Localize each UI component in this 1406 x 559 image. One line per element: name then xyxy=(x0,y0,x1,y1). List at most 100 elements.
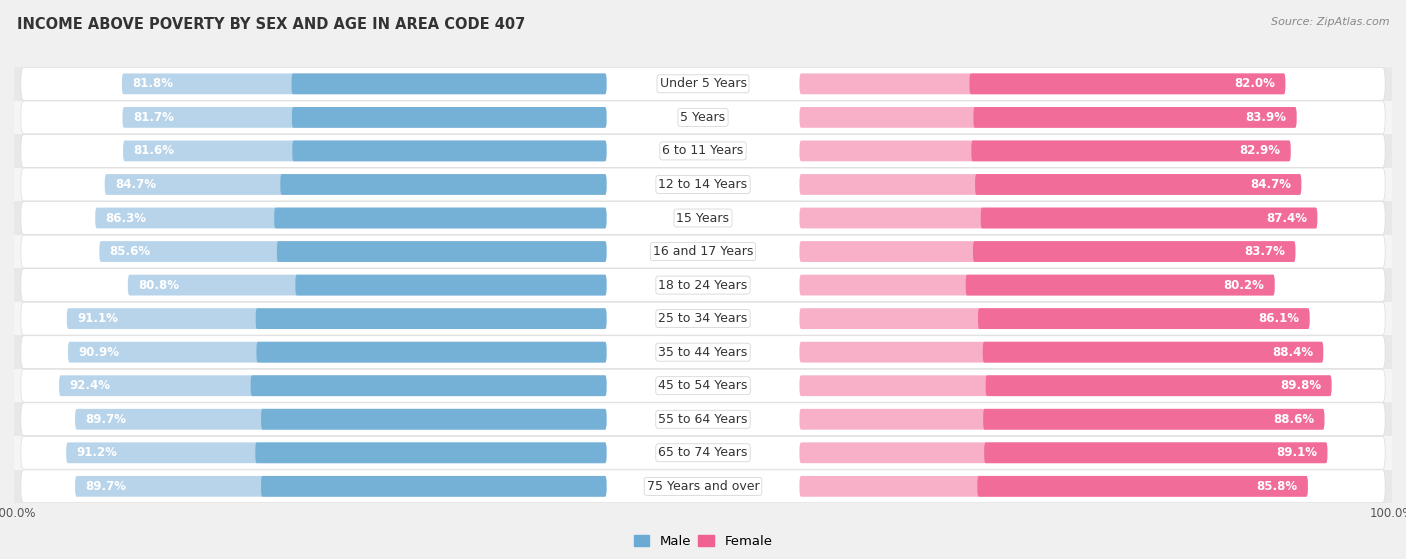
FancyBboxPatch shape xyxy=(21,235,1385,268)
Text: 25 to 34 Years: 25 to 34 Years xyxy=(658,312,748,325)
FancyBboxPatch shape xyxy=(75,409,606,430)
Text: Under 5 Years: Under 5 Years xyxy=(659,77,747,91)
FancyBboxPatch shape xyxy=(800,342,1323,363)
Text: 91.1%: 91.1% xyxy=(77,312,118,325)
Text: 5 Years: 5 Years xyxy=(681,111,725,124)
FancyBboxPatch shape xyxy=(21,302,1385,335)
Text: 16 and 17 Years: 16 and 17 Years xyxy=(652,245,754,258)
Text: 89.7%: 89.7% xyxy=(86,413,127,426)
FancyBboxPatch shape xyxy=(277,241,606,262)
FancyBboxPatch shape xyxy=(983,409,1324,430)
Bar xyxy=(14,436,1392,470)
Text: 86.3%: 86.3% xyxy=(105,211,146,225)
FancyBboxPatch shape xyxy=(800,73,1285,94)
Text: 89.7%: 89.7% xyxy=(86,480,127,493)
Bar xyxy=(14,402,1392,436)
FancyBboxPatch shape xyxy=(21,101,1385,134)
FancyBboxPatch shape xyxy=(124,140,606,162)
Text: 92.4%: 92.4% xyxy=(69,379,111,392)
FancyBboxPatch shape xyxy=(96,207,606,229)
FancyBboxPatch shape xyxy=(973,107,1296,128)
FancyBboxPatch shape xyxy=(21,403,1385,435)
FancyBboxPatch shape xyxy=(66,442,606,463)
Text: 18 to 24 Years: 18 to 24 Years xyxy=(658,278,748,292)
Bar xyxy=(14,470,1392,503)
Text: 83.7%: 83.7% xyxy=(1244,245,1285,258)
Bar xyxy=(14,168,1392,201)
Bar xyxy=(14,268,1392,302)
Text: 87.4%: 87.4% xyxy=(1265,211,1308,225)
FancyBboxPatch shape xyxy=(21,336,1385,368)
FancyBboxPatch shape xyxy=(972,140,1291,162)
FancyBboxPatch shape xyxy=(800,442,1327,463)
FancyBboxPatch shape xyxy=(59,375,606,396)
Text: 89.1%: 89.1% xyxy=(1277,446,1317,459)
FancyBboxPatch shape xyxy=(250,375,606,396)
FancyBboxPatch shape xyxy=(976,174,1302,195)
FancyBboxPatch shape xyxy=(122,107,606,128)
Bar xyxy=(14,335,1392,369)
Bar xyxy=(14,302,1392,335)
FancyBboxPatch shape xyxy=(800,207,1317,229)
Text: 81.7%: 81.7% xyxy=(132,111,174,124)
FancyBboxPatch shape xyxy=(274,207,606,229)
FancyBboxPatch shape xyxy=(800,409,1324,430)
FancyBboxPatch shape xyxy=(973,241,1295,262)
Text: 84.7%: 84.7% xyxy=(1250,178,1291,191)
FancyBboxPatch shape xyxy=(21,369,1385,402)
Text: 86.1%: 86.1% xyxy=(1258,312,1299,325)
Text: 81.6%: 81.6% xyxy=(134,144,174,158)
Bar xyxy=(14,134,1392,168)
FancyBboxPatch shape xyxy=(21,168,1385,201)
Bar xyxy=(14,201,1392,235)
FancyBboxPatch shape xyxy=(800,107,1296,128)
Text: Source: ZipAtlas.com: Source: ZipAtlas.com xyxy=(1271,17,1389,27)
FancyBboxPatch shape xyxy=(67,342,606,363)
Text: 55 to 64 Years: 55 to 64 Years xyxy=(658,413,748,426)
Text: 82.0%: 82.0% xyxy=(1234,77,1275,91)
FancyBboxPatch shape xyxy=(800,174,1302,195)
Text: 15 Years: 15 Years xyxy=(676,211,730,225)
Text: 80.2%: 80.2% xyxy=(1223,278,1264,292)
FancyBboxPatch shape xyxy=(21,135,1385,167)
FancyBboxPatch shape xyxy=(800,241,1295,262)
Bar xyxy=(14,369,1392,402)
FancyBboxPatch shape xyxy=(21,269,1385,301)
Text: 85.6%: 85.6% xyxy=(110,245,150,258)
FancyBboxPatch shape xyxy=(800,140,1291,162)
FancyBboxPatch shape xyxy=(21,470,1385,503)
Text: 84.7%: 84.7% xyxy=(115,178,156,191)
FancyBboxPatch shape xyxy=(970,73,1285,94)
FancyBboxPatch shape xyxy=(800,476,1308,497)
FancyBboxPatch shape xyxy=(800,308,1309,329)
Text: 65 to 74 Years: 65 to 74 Years xyxy=(658,446,748,459)
FancyBboxPatch shape xyxy=(280,174,606,195)
Text: 91.2%: 91.2% xyxy=(76,446,118,459)
Text: 82.9%: 82.9% xyxy=(1239,144,1281,158)
Bar xyxy=(14,67,1392,101)
Text: INCOME ABOVE POVERTY BY SEX AND AGE IN AREA CODE 407: INCOME ABOVE POVERTY BY SEX AND AGE IN A… xyxy=(17,17,524,32)
FancyBboxPatch shape xyxy=(122,73,606,94)
Text: 89.8%: 89.8% xyxy=(1279,379,1322,392)
FancyBboxPatch shape xyxy=(800,274,1275,296)
Text: 45 to 54 Years: 45 to 54 Years xyxy=(658,379,748,392)
FancyBboxPatch shape xyxy=(292,140,606,162)
Text: 12 to 14 Years: 12 to 14 Years xyxy=(658,178,748,191)
Text: 88.6%: 88.6% xyxy=(1272,413,1315,426)
FancyBboxPatch shape xyxy=(984,442,1327,463)
FancyBboxPatch shape xyxy=(292,107,606,128)
Text: 6 to 11 Years: 6 to 11 Years xyxy=(662,144,744,158)
FancyBboxPatch shape xyxy=(21,437,1385,469)
FancyBboxPatch shape xyxy=(966,274,1275,296)
Text: 85.8%: 85.8% xyxy=(1257,480,1298,493)
FancyBboxPatch shape xyxy=(128,274,606,296)
FancyBboxPatch shape xyxy=(986,375,1331,396)
FancyBboxPatch shape xyxy=(977,476,1308,497)
FancyBboxPatch shape xyxy=(262,476,606,497)
FancyBboxPatch shape xyxy=(291,73,606,94)
FancyBboxPatch shape xyxy=(256,342,606,363)
Text: 75 Years and over: 75 Years and over xyxy=(647,480,759,493)
Text: 83.9%: 83.9% xyxy=(1246,111,1286,124)
Legend: Male, Female: Male, Female xyxy=(628,529,778,553)
FancyBboxPatch shape xyxy=(67,308,606,329)
